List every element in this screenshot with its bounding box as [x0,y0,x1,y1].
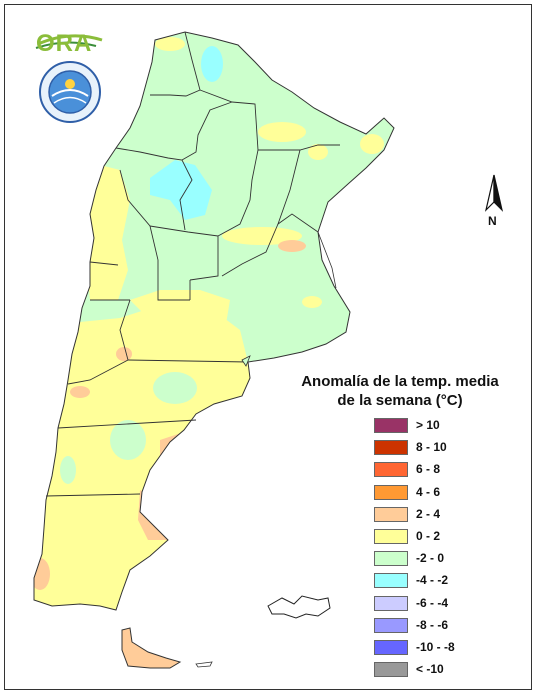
zone-orange-entrerios [278,240,306,252]
legend-swatch [374,551,408,567]
zone-yellow-misiones [360,134,384,154]
rio-de-la-plata [317,231,337,289]
ora-logo-text: ORA [36,30,92,58]
peninsula-valdes [241,355,251,367]
malvinas-islands [267,595,331,619]
zone-orange-neuquen [70,386,90,398]
legend-label: -8 - -6 [416,617,449,632]
ora-logo-icon [35,34,103,49]
legend-label: 6 - 8 [416,462,441,477]
legend-swatch [374,617,408,633]
legend-label: 0 - 2 [416,528,441,543]
zone-yellow-north [155,37,185,51]
legend-swatch [374,506,408,522]
zone-yellow-santafe [222,227,302,245]
legend-swatch [374,528,408,544]
province-borders [45,31,340,497]
zone-green-patagonia-3 [60,456,76,484]
north-label: N [488,214,497,228]
legend-label: < -10 [416,662,444,677]
legend-swatch [374,573,408,589]
legend-title: Anomalía de la temp. media de la semana … [262,372,538,410]
ora-brand-text: ORA [36,30,93,57]
zone-cyan-jujuy [201,46,223,82]
legend-title-line2: de la semana (°C) [337,392,463,409]
zone-cyan-tucuman [150,160,212,220]
legend-label: 4 - 6 [416,484,441,499]
zone-orange-rionegro [116,347,132,361]
legend-label: -2 - 0 [416,551,445,566]
legend-label: -10 - -8 [416,639,455,654]
zone-yellow-buenosaires [302,296,322,308]
zone-green-patagonia-2 [110,420,146,460]
zone-yellow-corrientes [308,144,328,160]
zone-orange-southwest [34,558,50,590]
legend-swatch [374,462,408,478]
legend-swatch [374,440,408,456]
zone-green-patagonia-1 [153,372,197,404]
isla-estados [195,661,213,668]
map-frame [4,4,532,690]
north-arrow-icon [484,174,504,212]
legend-swatch [374,418,408,433]
legend-swatch [374,484,408,500]
legend-label: 2 - 4 [416,506,441,521]
legend-label: > 10 [416,418,440,432]
tierra-del-fuego [121,627,182,669]
legend-label: 8 - 10 [416,440,447,455]
legend-swatch [374,662,408,678]
legend-swatch [374,639,408,655]
zone-yellow-chaco [258,122,306,142]
legend-label: -6 - -4 [416,595,449,610]
zone-yellow-center [130,290,230,335]
mainland-outline [33,31,395,611]
legend-title-line1: Anomalía de la temp. media [301,373,499,390]
legend-swatch [374,595,408,611]
legend-label: -4 - -2 [416,573,449,588]
smn-seal-icon [39,61,101,123]
